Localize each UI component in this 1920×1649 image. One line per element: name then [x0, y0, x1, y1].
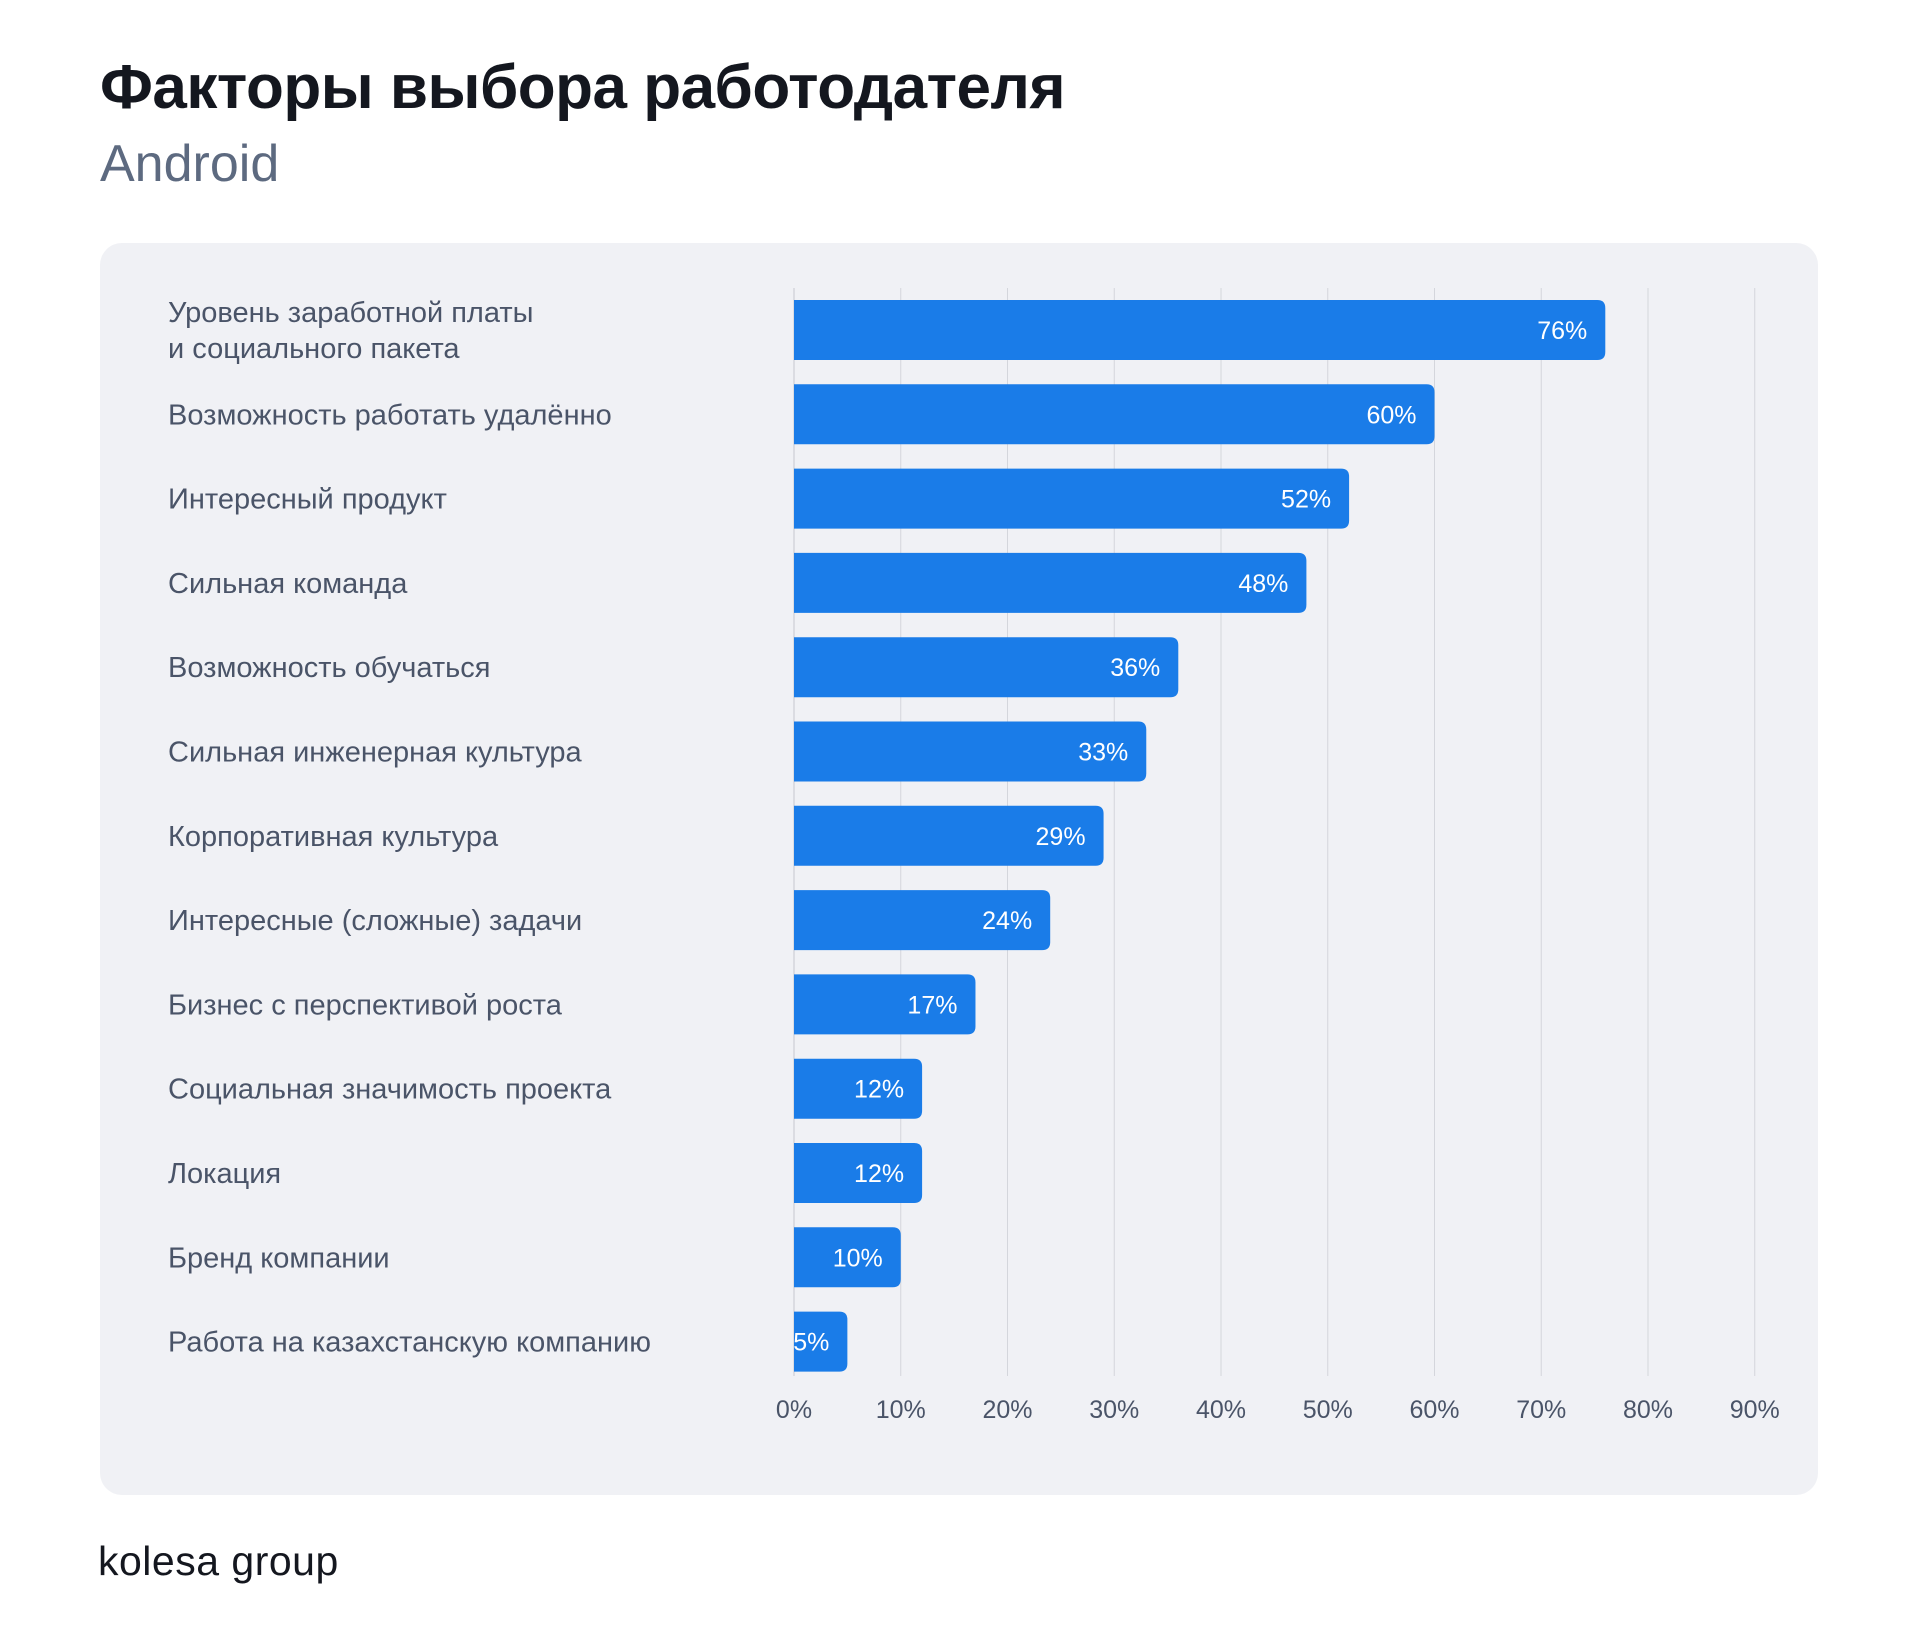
- x-tick-label: 30%: [1089, 1396, 1139, 1424]
- bar-value-label: 10%: [833, 1244, 883, 1272]
- category-label: Интересные (сложные) задачи: [168, 905, 582, 937]
- x-tick-label: 20%: [982, 1396, 1032, 1424]
- bar: [794, 974, 976, 1035]
- bar-value-label: 48%: [1238, 570, 1288, 598]
- bar: [794, 637, 1179, 698]
- category-label: Корпоративная культура: [168, 821, 499, 853]
- x-tick-label: 60%: [1409, 1396, 1459, 1424]
- category-label: Бренд компании: [168, 1242, 390, 1274]
- x-tick-label: 70%: [1516, 1396, 1566, 1424]
- bar-value-label: 24%: [982, 907, 1032, 935]
- category-label: Возможность обучаться: [168, 652, 490, 684]
- category-label: Социальная значимость проекта: [168, 1074, 612, 1106]
- x-tick-label: 0%: [776, 1396, 812, 1424]
- x-tick-label: 10%: [876, 1396, 926, 1424]
- category-label: Локация: [168, 1158, 281, 1190]
- bar-value-label: 29%: [1036, 823, 1086, 851]
- bar: [794, 1311, 848, 1372]
- category-label: Уровень заработной платы: [168, 297, 533, 329]
- bar-chart: 0% 10% 20% 30% 40% 50% 60% 70% 80% 90% 76% Уровень …: [168, 288, 1780, 1424]
- x-tick-label: 80%: [1623, 1396, 1673, 1424]
- x-tick-label: 90%: [1730, 1396, 1780, 1424]
- category-label: Интересный продукт: [168, 484, 447, 516]
- chart-panel: 0% 10% 20% 30% 40% 50% 60% 70% 80% 90% 76% Уровень …: [100, 243, 1818, 1495]
- bar: [794, 805, 1104, 866]
- category-label: и социального пакета: [168, 333, 460, 365]
- bar: [794, 1143, 923, 1203]
- bar-value-label: 5%: [793, 1329, 829, 1357]
- bar-value-label: 36%: [1110, 654, 1160, 682]
- category-label: Сильная команда: [168, 568, 408, 600]
- bar: [794, 890, 1051, 951]
- page-subtitle: Android: [100, 135, 280, 193]
- bar-value-label: 76%: [1537, 317, 1587, 345]
- bar-value-label: 52%: [1281, 486, 1331, 514]
- bar: [794, 300, 1606, 360]
- bar: [794, 384, 1435, 445]
- category-label: Работа на казахстанскую компанию: [168, 1327, 651, 1359]
- bar: [794, 468, 1350, 529]
- category-label: Возможность работать удалённо: [168, 399, 612, 431]
- bar: [794, 1058, 923, 1119]
- bar-value-label: 60%: [1366, 401, 1416, 429]
- bar-value-label: 17%: [907, 991, 957, 1019]
- category-label: Сильная инженерная культура: [168, 737, 583, 769]
- bar-value-label: 33%: [1078, 739, 1128, 767]
- x-tick-label: 50%: [1303, 1396, 1353, 1424]
- category-label: Бизнес с перспективой роста: [168, 989, 563, 1021]
- brand-logo: kolesa group: [98, 1538, 339, 1584]
- x-tick-label: 40%: [1196, 1396, 1246, 1424]
- bar-value-label: 12%: [854, 1076, 904, 1104]
- page-title: Факторы выбора работодателя: [100, 53, 1066, 122]
- bar-value-label: 12%: [854, 1160, 904, 1188]
- bar: [794, 1227, 901, 1288]
- bar: [794, 552, 1307, 613]
- bar: [794, 721, 1147, 782]
